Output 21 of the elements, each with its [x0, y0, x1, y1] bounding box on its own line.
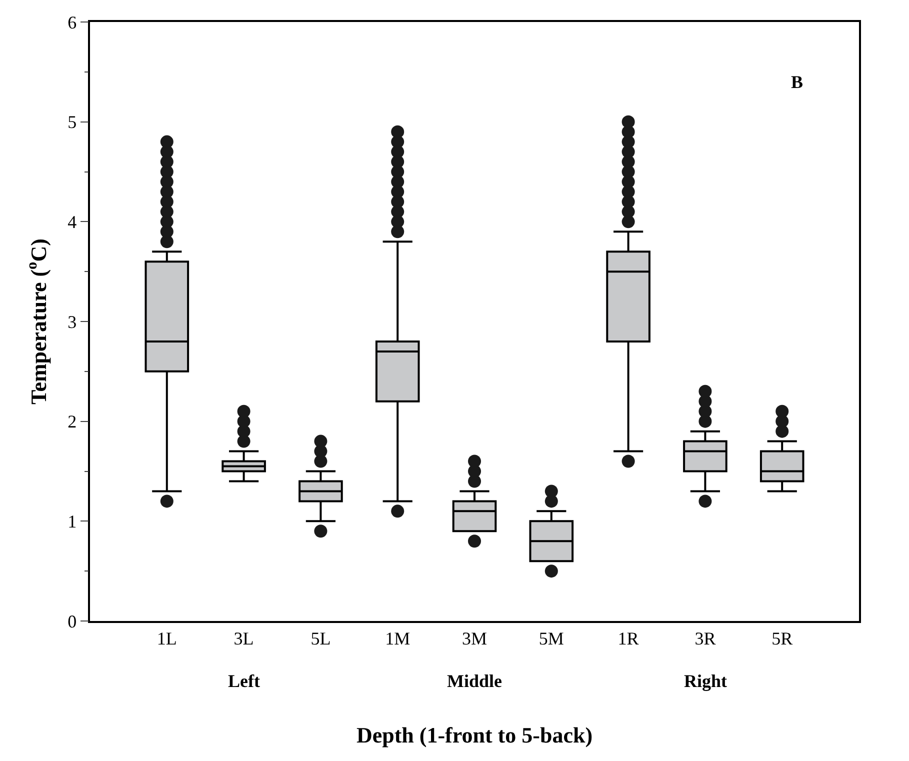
- x-tick-label: 5R: [772, 628, 793, 648]
- y-tick-label: 4: [68, 212, 77, 232]
- annotation: B: [791, 72, 804, 92]
- text: Right: [684, 671, 728, 691]
- x-axis-title: Depth (1-front to 5-back): [356, 722, 593, 748]
- x-tick-label: 5M: [538, 628, 564, 648]
- x-tick-label: 3M: [462, 628, 488, 648]
- text: Middle: [447, 671, 502, 691]
- y-tick-label: 3: [68, 312, 77, 332]
- x-tick-label: 1L: [156, 628, 177, 648]
- x-tick-label: 1R: [618, 628, 639, 648]
- x-tick-label: 3R: [694, 628, 716, 648]
- y-tick-label: 1: [68, 511, 77, 532]
- y-tick-label: 2: [68, 412, 77, 432]
- y-tick-label: 0: [68, 611, 77, 632]
- text: Left: [228, 671, 260, 691]
- y-tick-label: 6: [68, 12, 77, 32]
- x-tick-label: 3L: [234, 628, 254, 648]
- y-tick-label: 5: [68, 112, 77, 132]
- x-tick-label: 5L: [310, 628, 331, 648]
- x-tick-label: 1M: [385, 628, 410, 648]
